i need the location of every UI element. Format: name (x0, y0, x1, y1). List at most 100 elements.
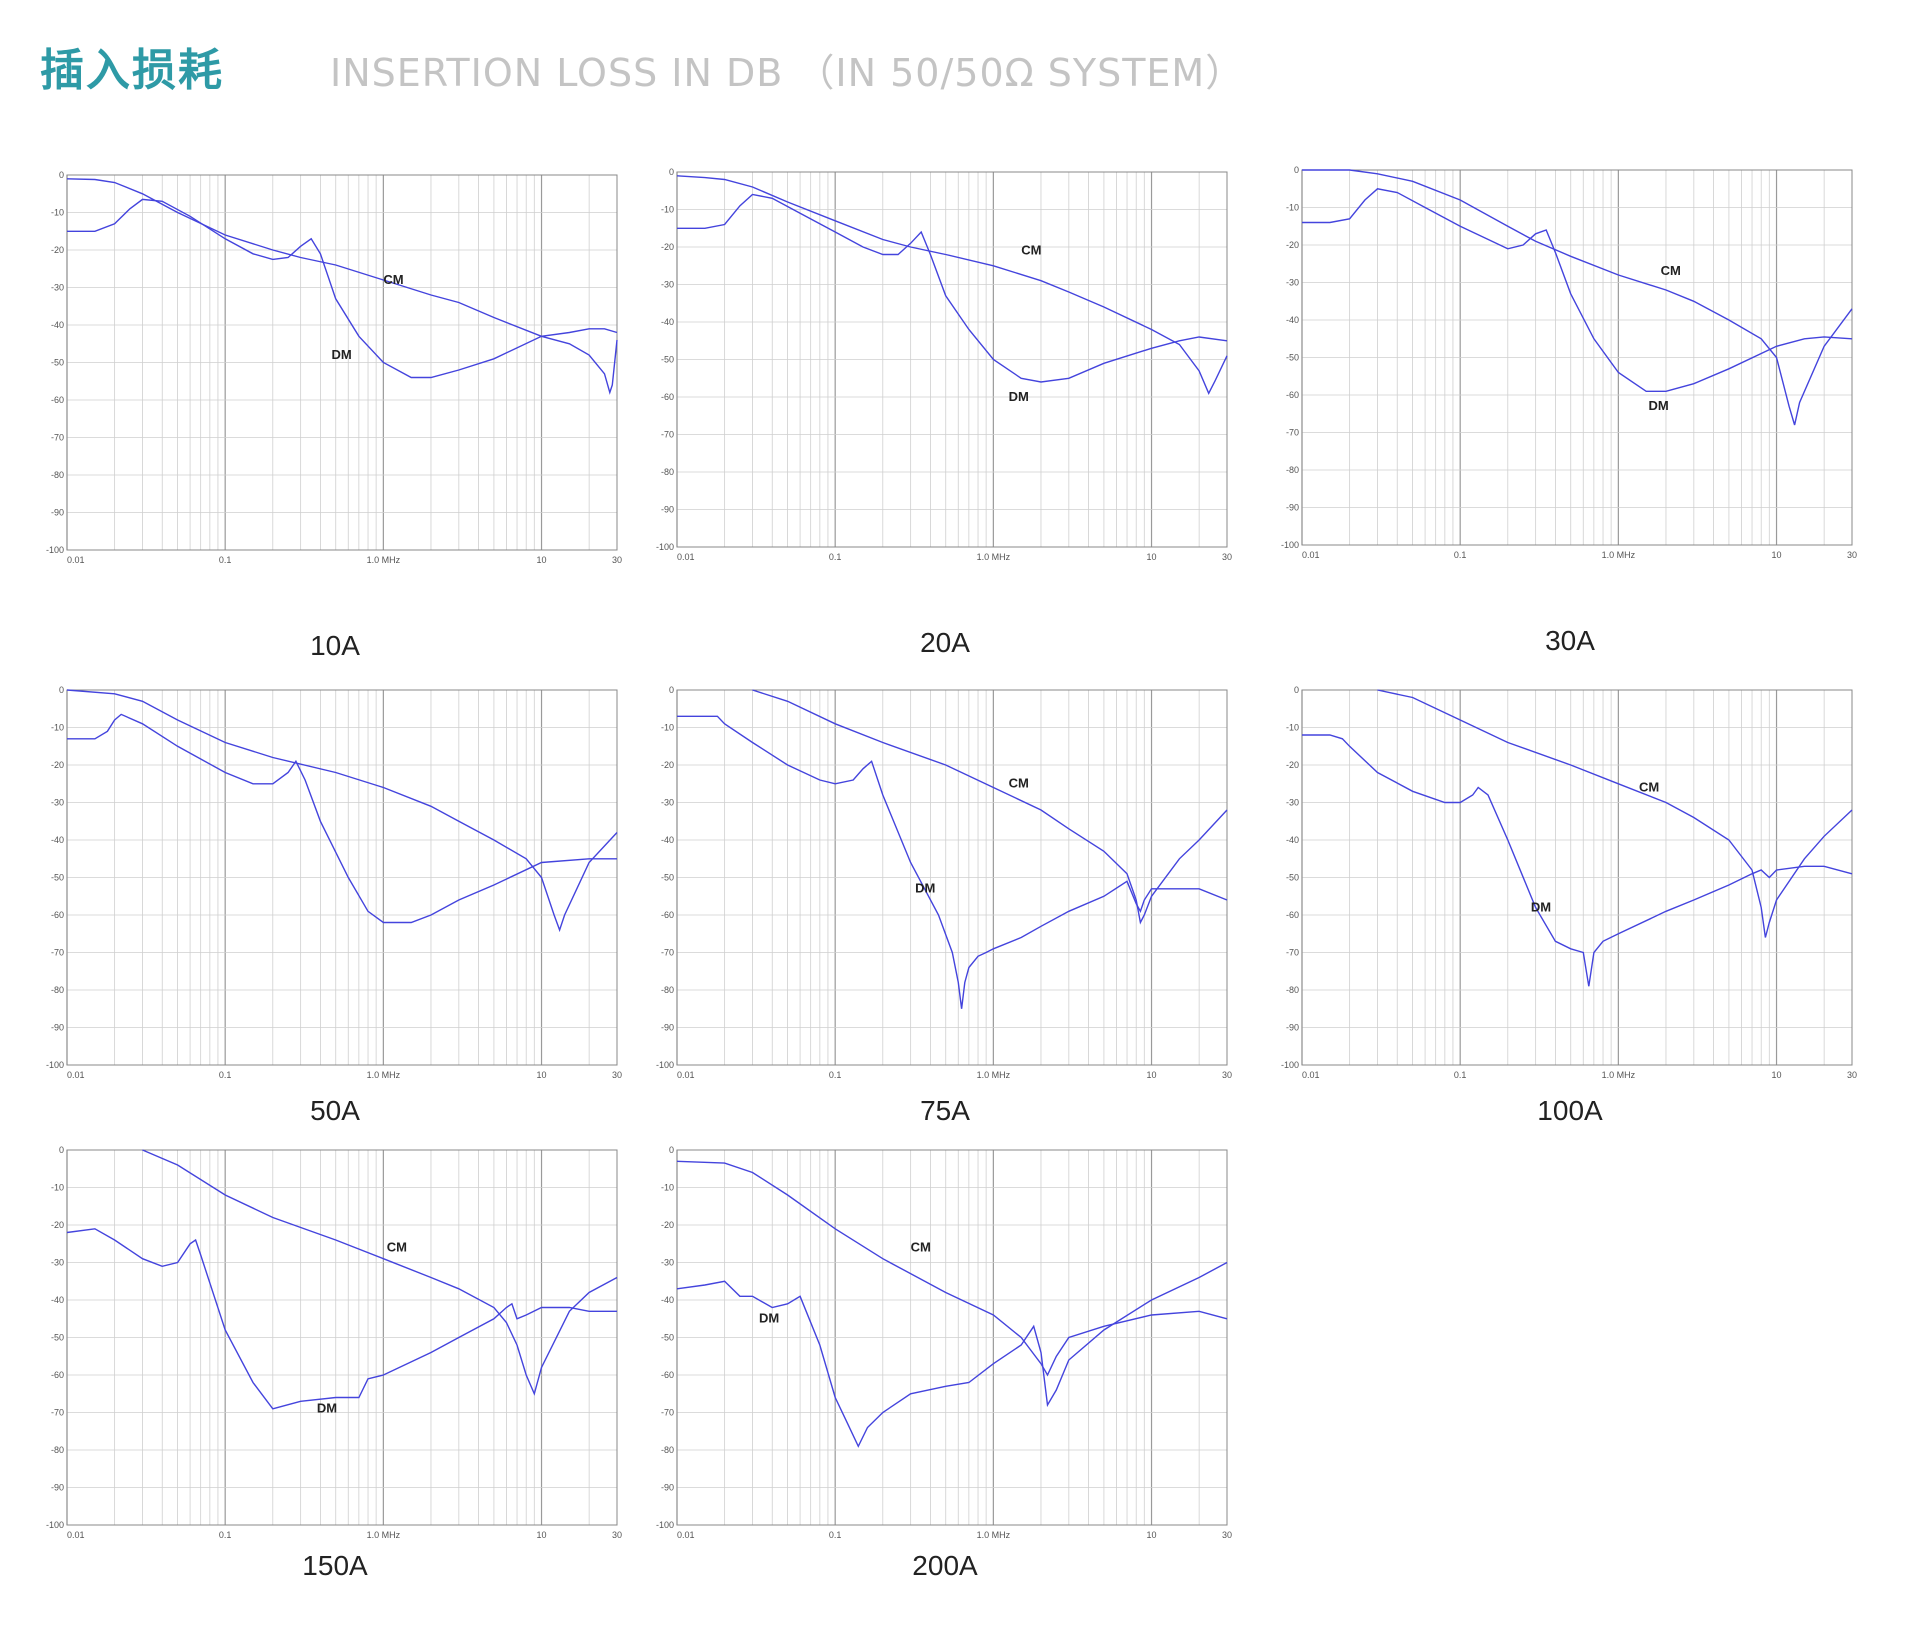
grid (66, 174, 618, 551)
series-label-cm: CM (1661, 263, 1681, 278)
y-tick-label: -70 (51, 948, 64, 958)
y-tick-label: -10 (51, 1183, 64, 1193)
y-tick-label: -60 (1286, 390, 1299, 400)
y-tick-label: -100 (1281, 1060, 1299, 1070)
series-label-cm: CM (1009, 776, 1029, 791)
page-subtitle: INSERTION LOSS IN DB （IN 50/50Ω SYSTEM） (330, 51, 1245, 95)
y-tick-label: -20 (661, 760, 674, 770)
x-tick-label: 30 (1847, 1070, 1857, 1080)
y-tick-label: -100 (656, 542, 674, 552)
y-tick-label: -40 (661, 1295, 674, 1305)
y-tick-label: -50 (1286, 873, 1299, 883)
series-line-cm (66, 178, 618, 395)
series-line-dm (67, 713, 617, 924)
x-tick-label: 0.01 (677, 1530, 695, 1540)
y-tick-label: -40 (1286, 835, 1299, 845)
y-tick-label: -10 (1286, 203, 1299, 213)
y-tick-label: -20 (1286, 760, 1299, 770)
chart-panel: 0 -10 -20 -30 -40 -50 -60 -70 -80 -90 -100 0.01 0.1 1… (655, 162, 1235, 662)
y-tick-label: -90 (661, 1023, 674, 1033)
y-tick-label: -90 (1286, 1023, 1299, 1033)
y-tick-label: -20 (51, 1220, 64, 1230)
y-tick-label: -40 (661, 835, 674, 845)
chart-caption: 20A (920, 627, 970, 658)
chart-caption: 30A (1545, 625, 1595, 656)
x-tick-label: 10 (1772, 550, 1782, 560)
plot-frame (676, 171, 1228, 548)
y-tick-label: -50 (51, 358, 64, 368)
series-line-cm (676, 175, 1228, 395)
chart-caption: 75A (920, 1095, 970, 1126)
x-tick-label: 30 (612, 1530, 622, 1540)
y-tick-label: -50 (661, 873, 674, 883)
y-tick-label: 0 (59, 1145, 64, 1155)
chart-panel: 0 -10 -20 -30 -40 -50 -60 -70 -80 -90 -100 0.01 0.1 1… (655, 680, 1235, 1180)
series-label-dm: DM (1009, 389, 1029, 404)
chart-caption: 200A (912, 1550, 978, 1581)
series-line-cm (752, 689, 1228, 925)
x-tick-label: 1.0 MHz (1602, 1070, 1636, 1080)
x-tick-label: 1.0 MHz (367, 1530, 401, 1540)
x-tick-label: 1.0 MHz (977, 1530, 1011, 1540)
y-tick-label: -50 (51, 873, 64, 883)
series-line-dm (677, 193, 1228, 383)
y-tick-label: -90 (51, 1023, 64, 1033)
grid (676, 171, 1228, 548)
series-label-cm: CM (1639, 779, 1659, 794)
y-tick-label: -100 (656, 1520, 674, 1530)
y-tick-label: -70 (51, 433, 64, 443)
plot-frame (66, 174, 618, 551)
chart-panel: 0 -10 -20 -30 -40 -50 -60 -70 -80 -90 -100 0.01 0.1 1… (45, 680, 625, 1180)
series-line-cm (66, 689, 618, 933)
chart-panel: 0 -10 -20 -30 -40 -50 -60 -70 -80 -90 -100 0.01 0.1 1… (45, 165, 625, 665)
y-tick-label: -20 (661, 1220, 674, 1230)
chart-panel: 0 -10 -20 -30 -40 -50 -60 -70 -80 -90 -100 0.01 0.1 1… (655, 1140, 1235, 1640)
y-tick-label: -80 (51, 1445, 64, 1455)
x-tick-label: 0.01 (1302, 550, 1320, 560)
x-tick-label: 10 (1147, 552, 1157, 562)
x-tick-label: 0.1 (829, 1530, 842, 1540)
series-label-dm: DM (317, 1401, 337, 1416)
chart-caption: 50A (310, 1095, 360, 1126)
y-tick-label: -30 (1286, 798, 1299, 808)
x-tick-label: 0.1 (219, 1070, 232, 1080)
y-tick-label: -100 (46, 545, 64, 555)
chart-caption: 10A (310, 630, 360, 661)
series-line-cm (1302, 169, 1853, 426)
y-tick-label: -20 (661, 242, 674, 252)
y-tick-label: -60 (661, 910, 674, 920)
grid (1301, 169, 1853, 546)
y-tick-label: -50 (661, 1333, 674, 1343)
y-tick-label: -50 (661, 355, 674, 365)
grid (66, 1149, 618, 1526)
plot-frame (66, 1149, 618, 1526)
grid (66, 689, 618, 1066)
y-tick-label: -80 (51, 470, 64, 480)
y-tick-label: -60 (661, 392, 674, 402)
y-tick-label: -10 (661, 723, 674, 733)
x-tick-label: 30 (1222, 1530, 1232, 1540)
x-tick-label: 10 (537, 1530, 547, 1540)
y-tick-label: 0 (1294, 685, 1299, 695)
series-label-cm: CM (387, 1239, 407, 1254)
series-label-cm: CM (383, 272, 403, 287)
y-tick-label: 0 (669, 685, 674, 695)
y-tick-label: -90 (661, 505, 674, 515)
x-tick-label: 30 (1847, 550, 1857, 560)
y-tick-label: -80 (661, 467, 674, 477)
x-tick-label: 0.01 (677, 1070, 695, 1080)
y-tick-label: -70 (661, 948, 674, 958)
y-tick-label: -100 (656, 1060, 674, 1070)
series-label-dm: DM (915, 881, 935, 896)
y-tick-label: -90 (51, 508, 64, 518)
x-tick-label: 30 (1222, 1070, 1232, 1080)
y-tick-label: -20 (51, 245, 64, 255)
y-tick-label: -60 (51, 910, 64, 920)
y-tick-label: -60 (51, 395, 64, 405)
x-tick-label: 0.1 (829, 552, 842, 562)
x-tick-label: 1.0 MHz (367, 1070, 401, 1080)
x-tick-label: 10 (537, 555, 547, 565)
